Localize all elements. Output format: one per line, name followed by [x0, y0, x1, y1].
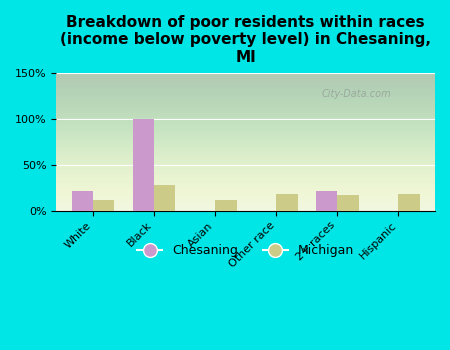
Title: Breakdown of poor residents within races
(income below poverty level) in Chesani: Breakdown of poor residents within races…	[60, 15, 431, 65]
Bar	[338, 195, 359, 211]
Bar	[276, 194, 297, 211]
Bar	[93, 199, 114, 211]
Text: City-Data.com: City-Data.com	[321, 89, 391, 99]
Legend: Chesaning, Michigan: Chesaning, Michigan	[132, 239, 359, 262]
Bar	[215, 201, 237, 211]
Bar	[154, 185, 176, 211]
Bar	[316, 191, 338, 211]
Bar	[72, 191, 93, 211]
Bar	[133, 119, 154, 211]
Bar	[398, 194, 420, 211]
